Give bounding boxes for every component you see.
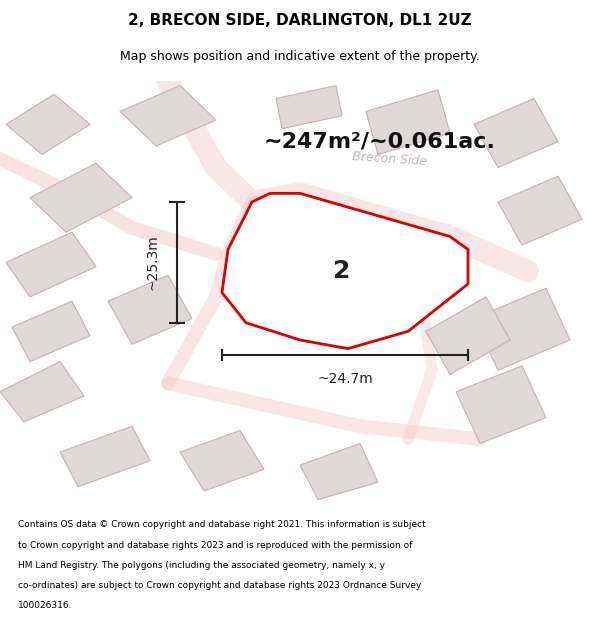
Text: 100026316.: 100026316. bbox=[18, 601, 73, 611]
Text: Contains OS data © Crown copyright and database right 2021. This information is : Contains OS data © Crown copyright and d… bbox=[18, 521, 426, 529]
Polygon shape bbox=[366, 90, 450, 154]
Text: to Crown copyright and database rights 2023 and is reproduced with the permissio: to Crown copyright and database rights 2… bbox=[18, 541, 412, 549]
Text: Brecon Side: Brecon Side bbox=[352, 150, 428, 168]
Polygon shape bbox=[498, 176, 582, 245]
Polygon shape bbox=[474, 288, 570, 370]
Text: 2, BRECON SIDE, DARLINGTON, DL1 2UZ: 2, BRECON SIDE, DARLINGTON, DL1 2UZ bbox=[128, 12, 472, 28]
Polygon shape bbox=[0, 361, 84, 422]
Text: ~247m²/~0.061ac.: ~247m²/~0.061ac. bbox=[264, 132, 496, 152]
Polygon shape bbox=[12, 301, 90, 361]
Polygon shape bbox=[456, 366, 546, 444]
Text: 2: 2 bbox=[334, 259, 350, 283]
Polygon shape bbox=[120, 86, 216, 146]
Text: HM Land Registry. The polygons (including the associated geometry, namely x, y: HM Land Registry. The polygons (includin… bbox=[18, 561, 385, 570]
Polygon shape bbox=[6, 94, 90, 154]
Polygon shape bbox=[108, 276, 192, 344]
Polygon shape bbox=[474, 99, 558, 168]
Polygon shape bbox=[300, 444, 378, 499]
Polygon shape bbox=[30, 163, 132, 232]
Text: ~24.7m: ~24.7m bbox=[317, 372, 373, 386]
Polygon shape bbox=[6, 232, 96, 297]
Text: ~25.3m: ~25.3m bbox=[146, 234, 160, 290]
Polygon shape bbox=[60, 426, 150, 487]
Text: Map shows position and indicative extent of the property.: Map shows position and indicative extent… bbox=[120, 51, 480, 63]
Polygon shape bbox=[222, 193, 468, 349]
Polygon shape bbox=[426, 297, 510, 374]
Text: co-ordinates) are subject to Crown copyright and database rights 2023 Ordnance S: co-ordinates) are subject to Crown copyr… bbox=[18, 581, 421, 590]
Polygon shape bbox=[180, 431, 264, 491]
Polygon shape bbox=[276, 86, 342, 129]
